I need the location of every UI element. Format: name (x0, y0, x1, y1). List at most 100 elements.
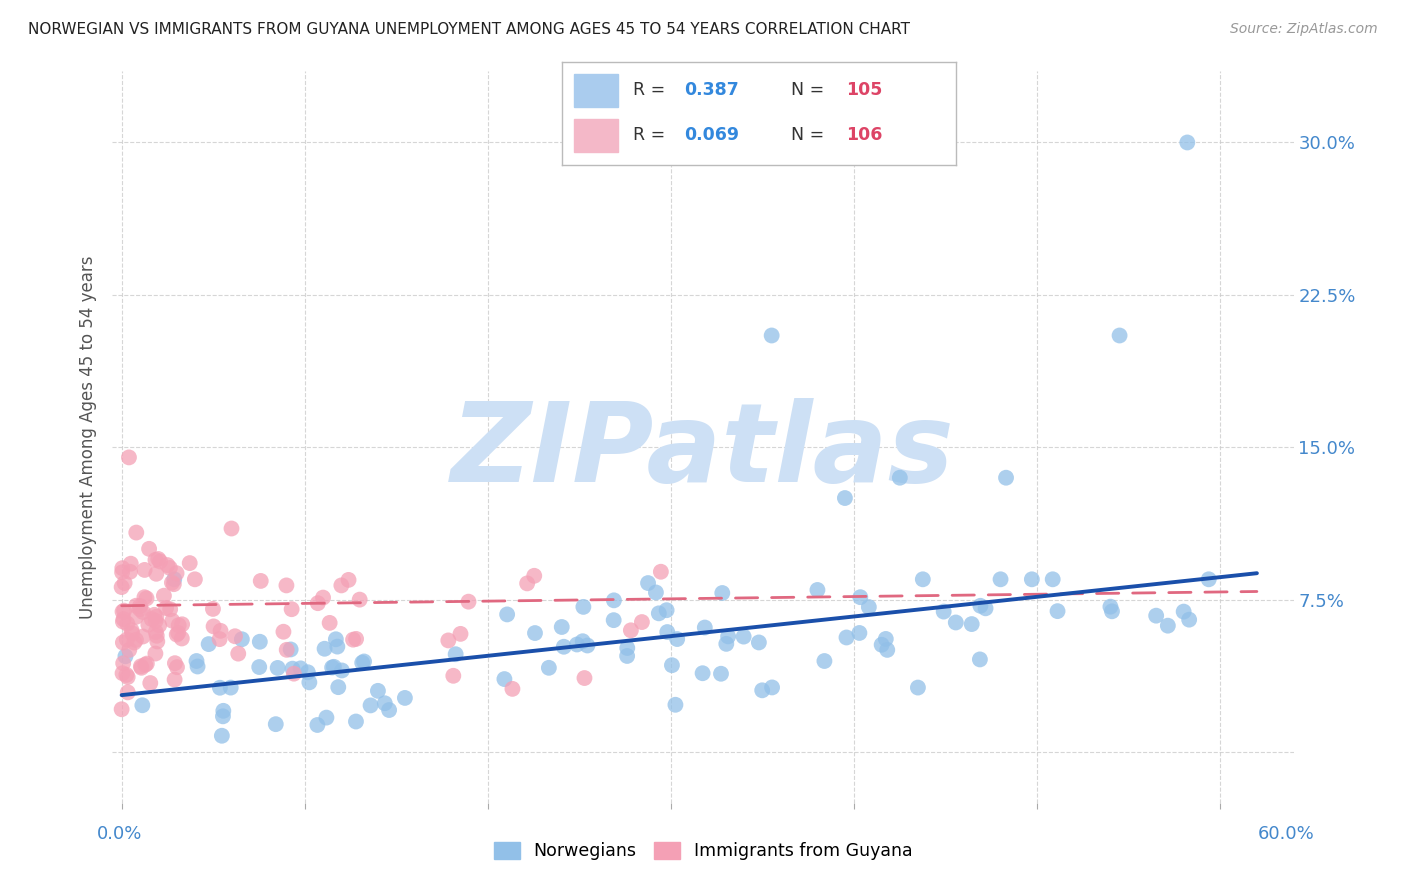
Point (657, 625, 679, 640)
Point (129, 599, 152, 613)
Point (321, 660, 343, 674)
Point (444, 647, 467, 661)
Point (231, 632, 253, 647)
Point (374, 696, 396, 710)
Point (576, 639, 599, 653)
Point (209, 624, 232, 638)
Point (120, 557, 142, 571)
Point (132, 605, 155, 619)
Point (969, 652, 991, 666)
Point (131, 698, 153, 713)
Point (186, 654, 208, 668)
Point (112, 657, 135, 671)
Text: Source: ZipAtlas.com: Source: ZipAtlas.com (1230, 22, 1378, 37)
Point (645, 585, 668, 599)
Point (1108, 328, 1130, 343)
Point (876, 643, 898, 657)
Point (360, 698, 382, 713)
Point (135, 591, 157, 606)
Point (249, 634, 271, 648)
Point (114, 649, 136, 664)
Point (145, 566, 167, 581)
Text: 60.0%: 60.0% (1258, 825, 1315, 843)
Legend: Norwegians, Immigrants from Guyana: Norwegians, Immigrants from Guyana (486, 835, 920, 867)
Point (1042, 572, 1064, 586)
Point (208, 632, 231, 647)
Point (115, 632, 138, 647)
Point (208, 681, 231, 695)
Point (858, 600, 880, 615)
Point (748, 635, 770, 649)
Point (143, 607, 166, 622)
Text: 105: 105 (846, 81, 882, 99)
Point (283, 666, 305, 681)
Point (111, 566, 134, 580)
Text: N =: N = (790, 127, 830, 145)
Point (166, 660, 188, 674)
Point (344, 632, 367, 646)
Point (224, 629, 246, 643)
Point (437, 633, 460, 648)
Point (167, 618, 190, 632)
Point (139, 676, 162, 690)
Point (870, 638, 893, 652)
Point (112, 612, 135, 626)
Text: ZIPatlas: ZIPatlas (451, 398, 955, 505)
Point (111, 615, 134, 629)
Point (145, 647, 167, 661)
Point (751, 683, 773, 698)
Point (571, 634, 593, 648)
Point (494, 672, 516, 686)
Point (516, 576, 538, 591)
Point (693, 621, 716, 635)
Point (159, 561, 181, 575)
Text: 0.069: 0.069 (685, 127, 740, 145)
Point (111, 605, 134, 619)
Point (551, 620, 574, 634)
Point (315, 710, 337, 724)
Point (138, 541, 160, 556)
Point (995, 471, 1018, 485)
Point (167, 626, 190, 640)
Point (249, 574, 271, 588)
Point (114, 576, 136, 591)
Point (835, 631, 858, 645)
Point (307, 718, 329, 732)
Point (616, 648, 638, 663)
Point (616, 640, 638, 655)
Point (666, 632, 689, 646)
Point (129, 602, 152, 616)
Point (121, 626, 143, 640)
Point (172, 617, 194, 632)
Point (149, 554, 172, 568)
Point (170, 632, 193, 646)
Point (907, 681, 929, 695)
Point (148, 618, 170, 632)
Point (197, 637, 219, 651)
Point (166, 627, 188, 641)
Point (264, 717, 287, 731)
Point (280, 602, 302, 616)
Point (166, 566, 188, 581)
Text: NORWEGIAN VS IMMIGRANTS FROM GUYANA UNEMPLOYMENT AMONG AGES 45 TO 54 YEARS CORRE: NORWEGIAN VS IMMIGRANTS FROM GUYANA UNEM… (28, 22, 910, 37)
Point (496, 607, 519, 622)
Point (201, 602, 224, 616)
Point (276, 642, 298, 657)
Point (932, 605, 955, 619)
Point (115, 668, 138, 682)
Point (163, 577, 186, 591)
Point (716, 637, 738, 651)
Point (664, 698, 686, 712)
Point (761, 328, 783, 343)
Text: N =: N = (790, 81, 830, 99)
Point (1175, 136, 1198, 150)
Point (325, 632, 347, 647)
Point (330, 664, 353, 678)
Point (148, 552, 170, 566)
Point (849, 590, 872, 604)
Point (276, 578, 298, 592)
Point (163, 572, 186, 586)
Point (603, 593, 626, 607)
Point (134, 563, 156, 577)
Point (367, 683, 389, 698)
